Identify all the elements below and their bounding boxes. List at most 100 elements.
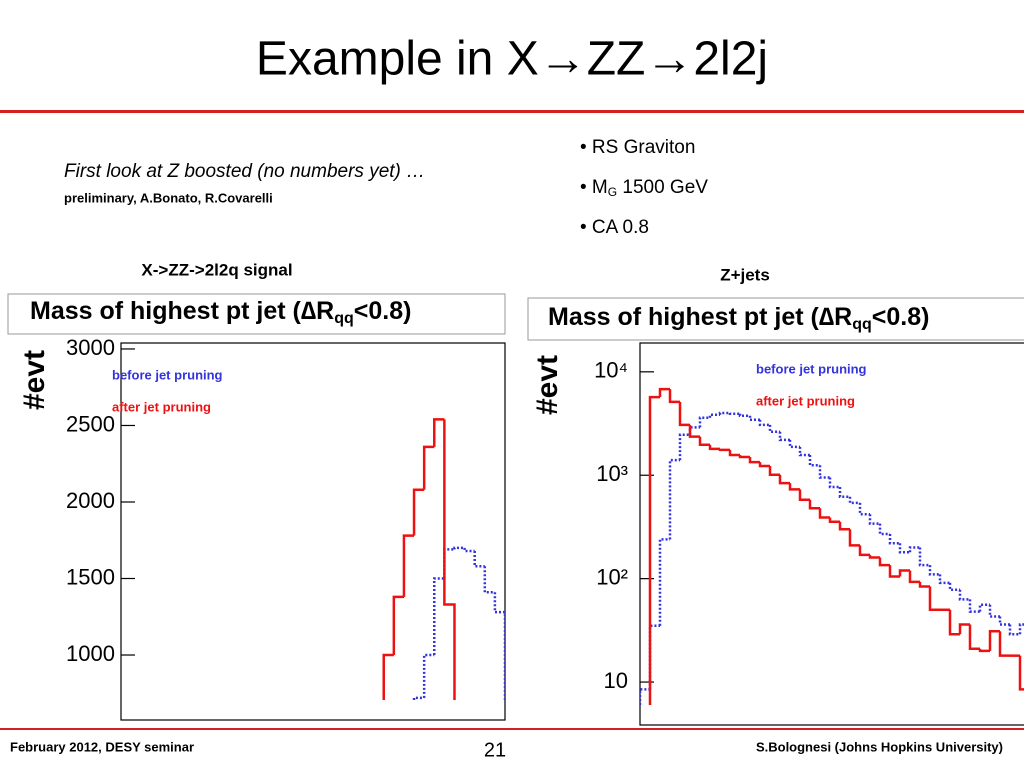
legend-label: before jet pruning <box>756 361 867 376</box>
histogram-bin <box>908 570 920 584</box>
histogram-bin <box>1018 623 1024 635</box>
page-number: 21 <box>484 739 506 761</box>
histogram-bin <box>898 543 910 554</box>
chart-subtitle: Z+jets <box>720 265 770 284</box>
slide-title: Example in X→ZZ→2l2j <box>256 33 768 86</box>
histogram-bin <box>382 653 394 700</box>
histogram-bin <box>778 431 790 442</box>
histogram-bin <box>928 586 940 612</box>
histogram-bin <box>878 557 890 567</box>
histogram-bin <box>668 389 680 404</box>
legend-label: after jet pruning <box>756 393 855 408</box>
histogram-bin <box>848 529 860 547</box>
histogram-bin <box>838 521 850 531</box>
histogram-bin <box>768 424 780 434</box>
histogram-bin <box>978 648 990 653</box>
histogram-bin <box>1018 655 1024 691</box>
histogram-bin <box>958 623 970 635</box>
histogram-bin <box>828 517 840 523</box>
title-end: <0.8) <box>354 297 412 325</box>
plot-area <box>382 418 505 700</box>
histogram-bin <box>868 554 880 559</box>
histogram-bin <box>988 629 1000 651</box>
footer-rule <box>0 728 1024 730</box>
histogram-bin <box>698 436 710 447</box>
histogram-bin <box>433 577 445 656</box>
histogram-bin <box>658 538 670 626</box>
histogram-bin <box>708 413 720 418</box>
histogram-bin <box>402 534 415 597</box>
title-sub: qq <box>852 316 872 333</box>
chart-subtitle: X->ZZ->2l2q signal <box>141 260 292 279</box>
histogram-bin <box>998 616 1010 626</box>
y-tick-label: 10³ <box>596 461 628 486</box>
histogram-bin <box>412 488 425 536</box>
title-text: Mass of highest pt jet (∆R <box>548 303 852 331</box>
histogram-bin <box>928 565 940 576</box>
credit: preliminary, A.Bonato, R.Covarelli <box>64 190 273 205</box>
histogram-bin <box>938 574 950 585</box>
bullet: • CA 0.8 <box>580 217 649 238</box>
histogram-bin <box>918 547 930 567</box>
histogram-bin <box>493 592 505 700</box>
histogram-bin <box>758 462 770 468</box>
histogram-bin <box>818 508 830 519</box>
histogram-bin <box>968 624 980 650</box>
histogram-bin <box>948 609 960 636</box>
bullet-rest: 1500 GeV <box>617 177 708 198</box>
histogram-bin <box>443 548 455 579</box>
histogram-bin <box>828 477 840 489</box>
y-tick-label: 3000 <box>66 335 115 360</box>
plot-frame <box>639 342 1024 726</box>
intro: First look at Z boosted (no numbers yet)… <box>64 161 425 182</box>
histogram-bin <box>392 595 404 656</box>
y-axis-label: #evt <box>531 355 564 415</box>
histogram-bin <box>818 465 830 479</box>
chart-title: Mass of highest pt jet (∆Rqq<0.8) <box>548 303 929 334</box>
footer-left: February 2012, DESY seminar <box>10 739 194 754</box>
bullet-sub: G <box>608 185 617 199</box>
histogram-bin <box>748 415 760 422</box>
histogram-bin <box>1008 624 1020 636</box>
histogram-bin <box>698 416 710 428</box>
y-tick-label: 10⁴ <box>594 358 628 383</box>
histogram-bin <box>768 465 780 477</box>
y-tick-label: 2000 <box>66 488 115 513</box>
histogram-bin <box>788 439 800 449</box>
histogram-bin <box>688 424 700 438</box>
histogram-bin <box>708 444 720 451</box>
histogram-bin <box>422 653 435 698</box>
histogram-bin <box>888 565 900 578</box>
histogram-bin <box>758 419 770 427</box>
histogram-bin <box>778 474 790 485</box>
y-tick-label: 1500 <box>66 564 115 589</box>
histogram-bin <box>868 514 880 525</box>
histogram-bin <box>838 486 850 498</box>
title-text: Mass of highest pt jet (∆R <box>30 297 334 325</box>
footer-right: S.Bolognesi (Johns Hopkins University) <box>756 739 1003 754</box>
histogram-bin <box>848 496 860 505</box>
histogram-bin <box>898 569 910 577</box>
histogram-bin <box>798 446 810 457</box>
histogram-bin <box>678 433 690 461</box>
header-rule <box>0 110 1024 113</box>
bullet: • MG 1500 GeV <box>580 177 708 199</box>
histogram-bin <box>718 448 730 452</box>
histogram-bin <box>988 604 1000 618</box>
legend-label: before jet pruning <box>112 367 223 382</box>
histogram-bin <box>640 688 650 705</box>
histogram-bin <box>678 401 690 427</box>
histogram-bin <box>668 458 680 540</box>
title-sub: qq <box>334 310 354 327</box>
histogram-bin <box>888 534 900 545</box>
histogram-bin <box>688 426 700 435</box>
title-box <box>7 293 506 335</box>
histogram-bin <box>878 523 890 536</box>
y-tick-label: 2500 <box>66 411 115 436</box>
histogram-bin <box>648 624 660 690</box>
histogram-bin <box>443 419 456 700</box>
histogram-bin <box>728 412 740 416</box>
histogram-bin <box>918 581 930 588</box>
histogram-bin <box>473 550 485 568</box>
histogram-bin <box>808 499 820 510</box>
